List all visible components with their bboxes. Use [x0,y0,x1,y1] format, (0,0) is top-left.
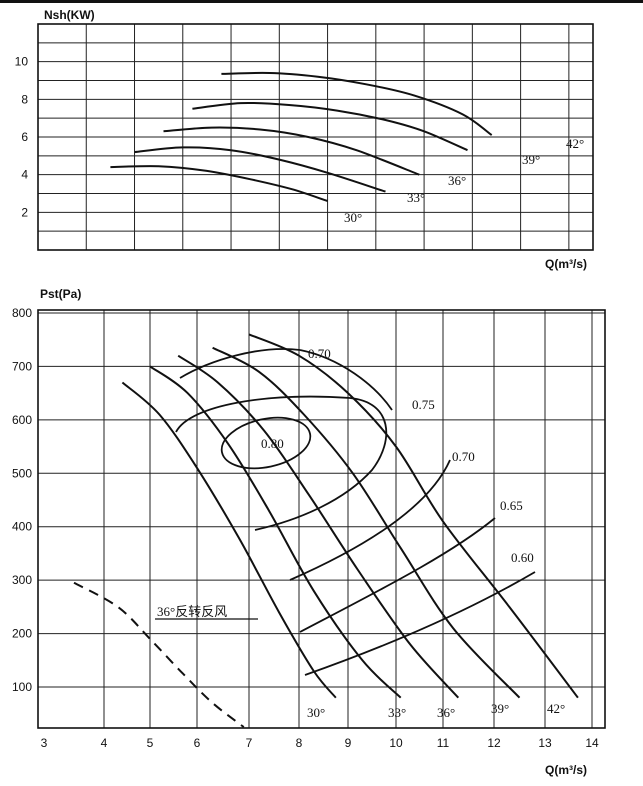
efficiency-label-070-top: 0.70 [308,346,331,361]
power-curve-label: 30° [344,210,362,225]
power-grid [38,24,593,250]
reverse-air-label: 36°反转反风 [157,604,227,619]
reverse-air-curve [73,581,245,728]
power-y-tick-label: 2 [21,205,28,219]
pressure-x-tick-label: 8 [296,736,303,750]
power-x-axis-title: Q(m³/s) [545,257,587,271]
efficiency-contours [175,348,536,676]
efficiency-label-065: 0.65 [500,498,523,513]
pressure-labels: 0.70 0.75 0.70 0.65 0.60 0.80 36°反转反风 30… [155,346,565,720]
angle-label-42: 42° [547,701,565,716]
pressure-y-tick-label: 200 [12,627,32,641]
power-curve [134,146,386,193]
efficiency-label-080: 0.80 [261,436,284,451]
power-chart: Nsh(KW) Q(m³/s) 2 4 6 8 10 30° 33° 36° 39° 42° [0,0,643,271]
pressure-x-tick-label: 9 [345,736,352,750]
pressure-x-tick-label: 10 [389,736,403,750]
pressure-y-tick-label: 400 [12,520,32,534]
power-curve-label: 39° [522,152,540,167]
power-y-tick-label: 8 [21,92,28,106]
pressure-y-tick-label: 100 [12,680,32,694]
angle-label-36: 36° [437,705,455,720]
pressure-x-tick-label: 3 [41,736,48,750]
pressure-x-axis-title: Q(m³/s) [545,763,587,777]
pressure-y-axis-title: Pst(Pa) [40,287,81,301]
angle-label-30: 30° [307,705,325,720]
pressure-curve [212,346,521,699]
power-curve-label: 36° [448,173,466,188]
pressure-curve [121,381,337,699]
power-y-axis-title: Nsh(KW) [44,8,95,22]
pressure-x-tick-label: 4 [101,736,108,750]
power-curve [110,165,328,202]
pressure-chart: Pst(Pa) Q(m³/s) 100 200 300 400 500 600 700 800… [12,287,606,777]
power-chart-frame [37,23,594,251]
pressure-y-tick-label: 700 [12,359,32,373]
pressure-y-ticks: 100 200 300 400 500 600 700 800 [12,306,32,694]
pressure-curves [121,333,579,699]
pressure-x-tick-label: 12 [487,736,501,750]
power-curve-labels: 30° 33° 36° 39° 42° [344,136,584,225]
pressure-x-tick-label: 14 [585,736,599,750]
pressure-y-tick-label: 300 [12,573,32,587]
power-y-ticks: 2 4 6 8 10 [15,55,29,220]
pressure-y-tick-label: 600 [12,413,32,427]
power-y-tick-label: 10 [15,55,29,69]
efficiency-contour-070-top [179,348,301,379]
pressure-curve [149,365,402,699]
pressure-x-tick-label: 6 [194,736,201,750]
power-y-tick-label: 6 [21,130,28,144]
efficiency-contour-060 [304,571,536,676]
efficiency-label-060: 0.60 [511,550,534,565]
pressure-x-tick-label: 11 [437,736,450,750]
pressure-x-ticks: 3 4 5 6 7 8 9 10 11 12 13 14 [41,736,599,750]
pressure-x-tick-label: 13 [538,736,552,750]
power-curve [192,101,468,152]
pressure-x-tick-label: 7 [246,736,253,750]
efficiency-label-075: 0.75 [412,397,435,412]
power-curve [163,126,420,176]
pressure-curve [248,333,579,699]
pressure-curve [177,354,460,699]
power-curve [221,71,493,136]
top-border-line [0,0,643,3]
pressure-y-tick-label: 800 [12,306,32,320]
angle-label-33: 33° [388,705,406,720]
efficiency-label-070-right: 0.70 [452,449,475,464]
efficiency-contour-070-top-b [299,349,393,411]
power-curve-label: 33° [407,190,425,205]
power-curves [110,71,493,202]
angle-label-39: 39° [491,701,509,716]
power-curve-label: 42° [566,136,584,151]
pressure-y-tick-label: 500 [12,466,32,480]
pressure-chart-frame [37,309,606,729]
efficiency-contour-075 [175,395,388,531]
pressure-grid [38,310,605,728]
efficiency-contour-080 [220,416,312,470]
pressure-x-tick-label: 5 [147,736,154,750]
power-y-tick-label: 4 [21,168,28,182]
efficiency-contour-065 [299,517,496,633]
efficiency-contour-070-right [289,459,451,581]
